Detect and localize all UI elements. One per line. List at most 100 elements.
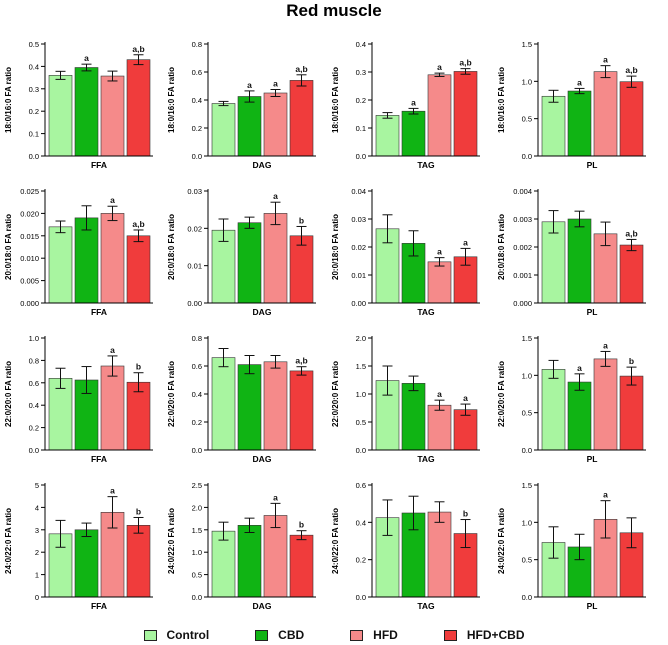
- panel-3: 0.0 0.1 0.2 0.3 0.4 a a a,b TAG 18:0/16:0 FA rati…: [331, 40, 480, 170]
- y-tick-label: 0.0: [29, 446, 39, 455]
- significance-label-hfd-cbd: a,b: [625, 65, 637, 75]
- legend-swatch-hfd: [350, 629, 364, 641]
- y-tick-label: 0: [35, 593, 39, 602]
- bar-hfd-cbd: [619, 244, 644, 304]
- significance-label-hfd-cbd: b: [299, 215, 304, 225]
- y-tick-label: 0.0: [522, 593, 532, 602]
- panel-1: 0.0 0.1 0.2 0.3 0.4 0.5 a a,b FFA 18:0/16:0 FA ra…: [4, 40, 153, 170]
- panel-16: 0.0 0.5 1.0 1.5 a PL 24:0/22:0 FA ratio: [497, 481, 646, 610]
- y-axis-label: 20:0/18:0 FA ratio: [331, 214, 340, 280]
- significance-label-hfd-cbd: a,b: [295, 356, 307, 366]
- bar-hfd-cbd: [126, 381, 151, 451]
- y-tick-label: 0.0: [522, 446, 532, 455]
- y-tick-label: 0.02: [351, 243, 366, 252]
- bar-hfd: [100, 365, 125, 451]
- x-axis-label: FFA: [91, 601, 107, 610]
- significance-label-hfd: a: [110, 195, 115, 205]
- y-tick-label: 1.0: [522, 518, 532, 527]
- y-tick-label: 1.5: [522, 334, 532, 343]
- significance-label-cbd: a: [411, 97, 416, 107]
- y-tick-label: 0.8: [192, 334, 202, 343]
- y-tick-label: 1.0: [522, 77, 532, 86]
- x-axis-label: DAG: [253, 601, 272, 610]
- y-tick-label: 0.3: [356, 68, 366, 77]
- significance-label-hfd-cbd: a,b: [132, 219, 144, 229]
- x-axis-label: FFA: [91, 160, 107, 170]
- y-axis-label: 24:0/22:0 FA ratio: [497, 508, 506, 574]
- legend-label-cbd: CBD: [278, 628, 305, 642]
- significance-label-hfd-cbd: a,b: [459, 58, 471, 68]
- panel-7: 0.00 0.01 0.02 0.03 0.04 a a TAG 20:0/18:0 FA ra…: [331, 187, 480, 317]
- y-axis-label: 20:0/18:0 FA ratio: [167, 214, 176, 280]
- bar-hfd: [593, 71, 618, 157]
- y-tick-label: 2.0: [192, 503, 202, 512]
- y-tick-label: 1.0: [356, 390, 366, 399]
- y-axis-label: 20:0/18:0 FA ratio: [4, 214, 13, 280]
- y-tick-label: 0.4: [356, 40, 366, 49]
- legend-item-control: Control: [143, 628, 209, 642]
- y-tick-label: 0.6: [356, 481, 366, 490]
- bar-hfd-cbd: [619, 81, 644, 157]
- y-axis-label: 18:0/16:0 FA ratio: [167, 67, 176, 133]
- significance-label-hfd: a: [603, 340, 608, 350]
- y-tick-label: 0.4: [192, 96, 202, 105]
- y-tick-label: 0.6: [192, 68, 202, 77]
- y-tick-label: 0.010: [20, 254, 39, 263]
- y-tick-label: 1.0: [522, 371, 532, 380]
- panel-2: 0.0 0.2 0.4 0.6 0.8 a a a,b DAG 18:0/16:0 FA rati…: [167, 40, 316, 170]
- panel-11: 0.0 0.5 1.0 1.5 2.0 a a TAG 22:0/20:0 FA ratio: [331, 334, 480, 464]
- y-tick-label: 0.000: [513, 299, 532, 308]
- y-tick-label: 0.6: [29, 379, 39, 388]
- bar-hfd-cbd: [289, 235, 314, 304]
- y-tick-label: 0.02: [187, 224, 202, 233]
- y-tick-label: 0.4: [192, 390, 202, 399]
- y-tick-label: 2.0: [356, 334, 366, 343]
- y-tick-label: 0.0: [356, 446, 366, 455]
- bar-hfd-cbd: [289, 370, 314, 451]
- panel-4: 0.0 0.5 1.0 1.5 a a a,b PL 18:0/16:0 FA ratio: [497, 40, 646, 170]
- legend-swatch-cbd: [255, 629, 269, 641]
- bar-hfd: [263, 213, 288, 304]
- y-tick-label: 0.03: [351, 215, 366, 224]
- significance-label-hfd-cbd: a,b: [625, 228, 637, 238]
- y-tick-label: 0.0: [192, 152, 202, 161]
- significance-label-hfd: a: [273, 191, 278, 201]
- panel-15: 0.0 0.2 0.4 0.6 b TAG 24:0/22:0 FA ratio: [331, 481, 480, 610]
- y-tick-label: 0.6: [192, 362, 202, 371]
- panel-5: 0.000 0.005 0.010 0.015 0.020 0.025 a a,b FFA 20:…: [4, 187, 153, 317]
- significance-label-hfd-cbd: b: [136, 506, 141, 516]
- bar-cbd: [401, 110, 426, 157]
- bar-cbd: [567, 218, 592, 304]
- y-tick-label: 0.5: [522, 556, 532, 565]
- bar-cbd: [567, 90, 592, 157]
- y-tick-label: 3: [35, 526, 39, 535]
- y-axis-label: 22:0/20:0 FA ratio: [331, 361, 340, 427]
- bar-control: [48, 378, 73, 451]
- y-tick-label: 0.2: [29, 424, 39, 433]
- panel-12: 0.0 0.5 1.0 1.5 a a b PL 22:0/20:0 FA ratio: [497, 334, 646, 464]
- y-tick-label: 0.3: [29, 85, 39, 94]
- bar-hfd: [100, 213, 125, 304]
- bar-hfd: [427, 404, 452, 451]
- x-axis-label: DAG: [253, 307, 272, 317]
- y-tick-label: 0.00: [351, 299, 366, 308]
- significance-label-hfd: a: [110, 486, 115, 496]
- y-tick-label: 0.5: [356, 418, 366, 427]
- significance-label-cbd: a: [84, 53, 89, 63]
- y-tick-label: 0.025: [20, 187, 39, 196]
- panel-13: 0 1 2 3 4 5 a b FFA 24:0/22:0 FA ratio: [4, 481, 153, 610]
- y-tick-label: 0.2: [356, 556, 366, 565]
- y-tick-label: 0.5: [192, 571, 202, 580]
- y-tick-label: 0.04: [351, 187, 366, 196]
- y-tick-label: 0.000: [20, 299, 39, 308]
- panel-10: 0.0 0.2 0.4 0.6 0.8 a,b DAG 22:0/20:0 FA ratio: [167, 334, 316, 464]
- significance-label-hfd: a: [603, 55, 608, 65]
- bar-cbd: [237, 222, 262, 304]
- bar-hfd-cbd: [289, 80, 314, 157]
- y-tick-label: 4: [35, 503, 39, 512]
- panel-8: 0.000 0.001 0.002 0.003 0.004 a,b PL 20:0/18:0 …: [497, 187, 646, 317]
- significance-label-hfd: a: [273, 492, 278, 502]
- y-tick-label: 0.1: [29, 130, 39, 139]
- bar-cbd: [237, 525, 262, 598]
- y-tick-label: 0.8: [29, 356, 39, 365]
